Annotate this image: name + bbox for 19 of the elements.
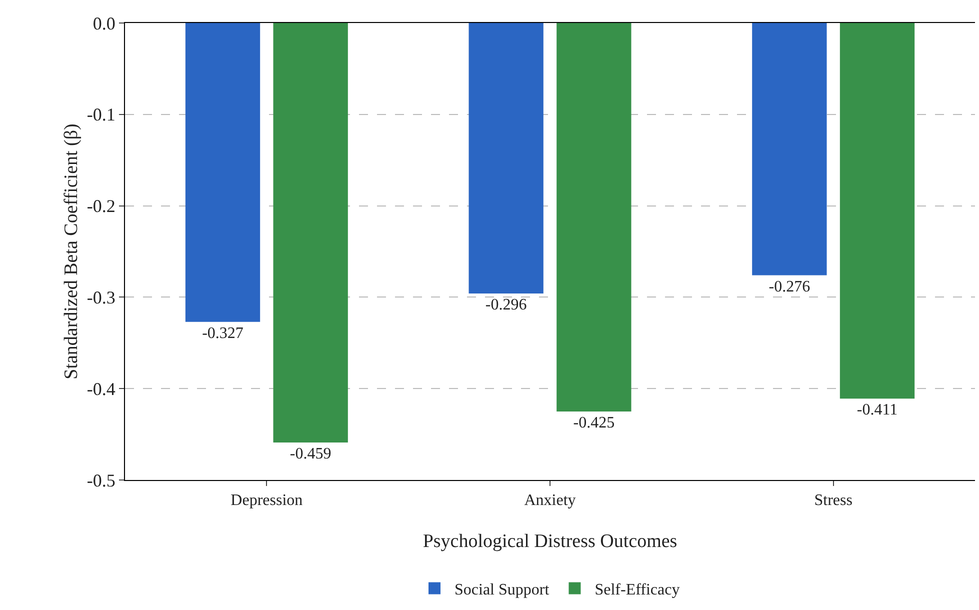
legend-label: Social Support [454,582,550,599]
data-label: -0.327 [202,324,244,342]
y-tick-label: -0.2 [86,196,116,216]
data-label: -0.411 [856,402,898,419]
y-axis-title: Standardized Beta Coefficient (β) [61,124,82,380]
data-label: -0.425 [573,414,615,432]
data-label: -0.296 [485,296,527,314]
y-tick-label: -0.1 [86,104,116,125]
y-tick-label: -0.5 [86,470,116,490]
y-tick-label: 0.0 [92,13,116,34]
legend-label: Self-Efficacy [594,582,680,599]
data-label: -0.459 [290,446,332,463]
y-tick-label: -0.3 [86,288,116,308]
data-label: -0.276 [768,278,810,296]
y-tick-label: -0.4 [86,378,116,399]
x-axis-title: Psychological Distress Outcomes [422,531,678,552]
x-tick-label: Anxiety [524,492,576,510]
x-tick-label: Stress [814,492,852,510]
x-tick-label: Depression [230,492,303,510]
